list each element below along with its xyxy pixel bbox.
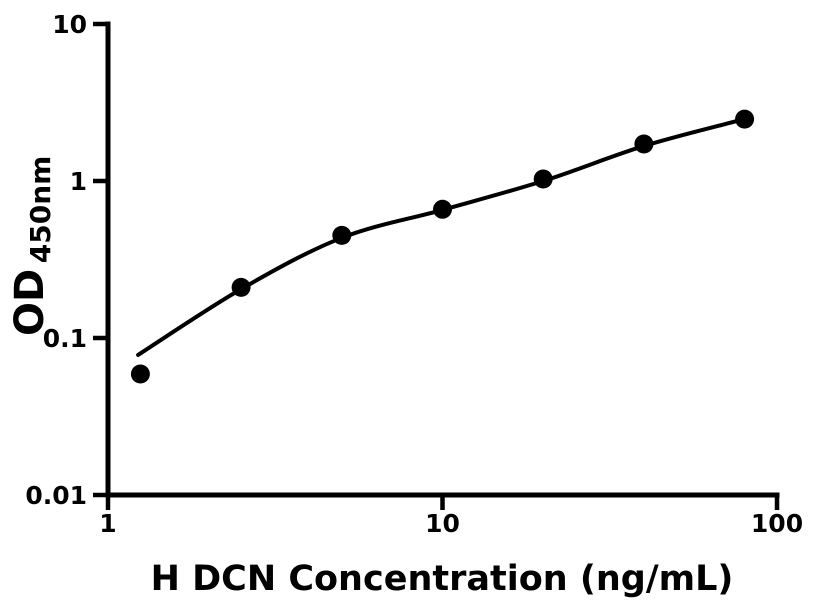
y-axis-title-subscript: 450nm — [24, 156, 57, 264]
x-tick-label-1: 1 — [99, 509, 116, 538]
x-axis-title: H DCN Concentration (ng/mL) — [151, 559, 734, 599]
data-point — [634, 134, 654, 154]
y-axis-title-main: OD — [7, 269, 53, 336]
data-point — [433, 199, 452, 219]
x-tick-label-10: 10 — [425, 509, 460, 538]
data-point — [332, 225, 352, 245]
data-point — [130, 364, 150, 384]
y-tick-label-0.01: 0.01 — [25, 481, 87, 510]
data-point — [533, 169, 553, 189]
x-tick-label-100: 100 — [751, 509, 803, 538]
data-point — [735, 109, 755, 129]
y-tick-label-10: 10 — [52, 10, 87, 39]
axes — [93, 21, 780, 510]
y-tick-label-0.1: 0.1 — [43, 324, 87, 353]
y-tick-label-1: 1 — [70, 167, 87, 196]
fit-curve-group — [136, 117, 747, 357]
y-axis-title: OD 450nm — [7, 156, 57, 336]
tick-labels: 10 1 0.1 0.01 1 10 100 — [25, 10, 803, 538]
fit-curve — [136, 117, 747, 357]
data-point — [231, 277, 251, 297]
data-points-group — [130, 109, 755, 384]
